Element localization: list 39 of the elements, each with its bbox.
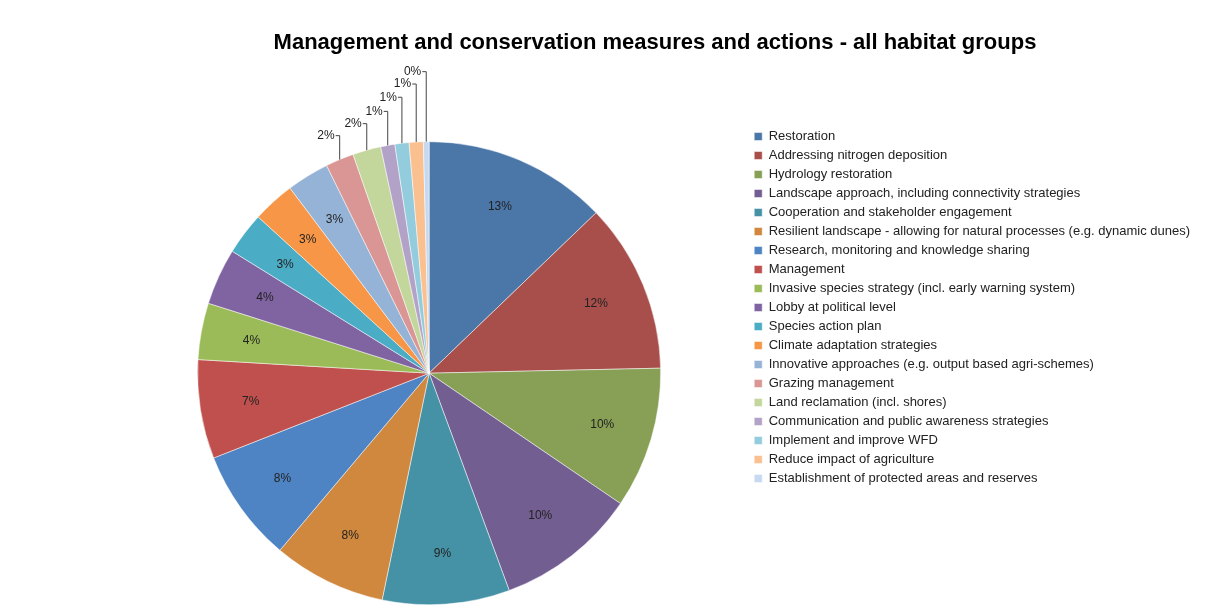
data-label: 8% <box>341 527 360 542</box>
data-label: 8% <box>273 470 292 485</box>
legend-label: Restoration <box>768 128 836 144</box>
legend-label: Lobby at political level <box>768 299 897 315</box>
legend-label: Establishment of protected areas and reserves <box>768 470 1039 486</box>
data-label: 10% <box>528 507 553 522</box>
data-label: 4% <box>256 290 274 305</box>
legend-label: Invasive species strategy (incl. early warning system) <box>768 280 1076 296</box>
legend-label: Implement and improve WFD <box>768 432 938 448</box>
legend-label: Grazing management <box>768 375 895 391</box>
legend-label: Resilient landscape - allowing for natural processes (e.g. dynamic dunes) <box>768 223 1191 239</box>
data-label: 3% <box>299 231 317 246</box>
data-label: 7% <box>242 393 260 408</box>
data-label: 1% <box>379 89 398 104</box>
legend-label: Landscape approach, including connectivity strategies <box>768 185 1081 201</box>
legend-label: Research, monitoring and knowledge sharing <box>768 242 1030 258</box>
legend-label: Cooperation and stakeholder engagement <box>768 204 1012 220</box>
legend-label: Communication and public awareness strategies <box>768 413 1049 429</box>
legend-label: Species action plan <box>768 318 882 334</box>
data-label: 12% <box>583 296 609 311</box>
data-label: 1% <box>365 103 384 118</box>
data-label: 1% <box>393 76 412 91</box>
legend-label: Management <box>768 261 845 277</box>
legend-label: Land reclamation (incl. shores) <box>768 394 947 410</box>
legend-label: Hydrology restoration <box>768 166 893 182</box>
legend-label: Climate adaptation strategies <box>768 337 938 353</box>
data-label: 3% <box>276 256 295 271</box>
data-label: 9% <box>433 545 452 560</box>
data-label: 2% <box>344 115 363 130</box>
legend-label: Innovative approaches (e.g. output based agri-schemes) <box>768 356 1094 372</box>
chart-title: Management and conservation measures and actions - all habitat groups <box>273 29 1037 55</box>
data-label: 10% <box>590 416 615 431</box>
data-label: 13% <box>487 199 513 214</box>
data-label: 3% <box>325 211 344 226</box>
data-label: 4% <box>242 332 261 347</box>
data-label: 0% <box>403 63 422 78</box>
data-label: 2% <box>317 127 336 142</box>
legend-label: Reduce impact of agriculture <box>768 451 935 467</box>
legend-label: Addressing nitrogen deposition <box>768 147 948 163</box>
